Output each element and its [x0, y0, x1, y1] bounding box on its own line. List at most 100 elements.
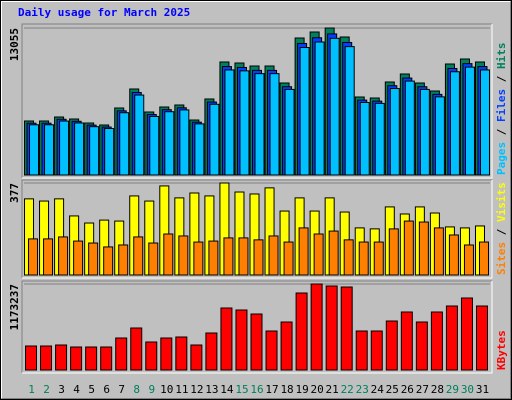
bar [358, 241, 369, 276]
bar [254, 73, 265, 176]
x-tick-label: 15 [235, 383, 248, 396]
bar [58, 236, 69, 276]
x-tick-label: 6 [103, 383, 110, 396]
bar [193, 241, 204, 276]
x-tick-label: 9 [148, 383, 155, 396]
bar [160, 337, 173, 371]
bar [145, 341, 158, 371]
bar [59, 120, 70, 176]
bar [205, 332, 218, 371]
bar [433, 227, 444, 276]
bar [194, 123, 205, 176]
bar [373, 241, 384, 276]
bar [460, 297, 473, 371]
x-tick-label: 31 [476, 383, 489, 396]
bar [179, 109, 190, 176]
bar [89, 126, 100, 176]
bar [449, 71, 460, 176]
bar [208, 240, 219, 276]
bar [299, 47, 310, 176]
bar [418, 221, 429, 276]
x-tick-label: 23 [356, 383, 369, 396]
bar [448, 234, 459, 276]
bar [74, 122, 85, 176]
bar [163, 233, 174, 276]
bar [224, 69, 235, 176]
x-tick-label: 25 [386, 383, 399, 396]
bar [29, 124, 40, 176]
x-tick-label: 27 [416, 383, 429, 396]
bar [118, 244, 129, 276]
bar [85, 346, 98, 371]
bar [298, 227, 309, 276]
bevel [21, 280, 492, 373]
bar [434, 96, 445, 176]
bar [55, 344, 68, 371]
bevel [22, 281, 493, 374]
bar [235, 309, 248, 371]
x-tick-label: 24 [371, 383, 385, 396]
x-tick-label: 16 [250, 383, 263, 396]
bar [100, 346, 113, 371]
bar [344, 46, 355, 176]
bar [400, 311, 413, 371]
bar [73, 240, 84, 276]
bar [40, 345, 53, 371]
legend: Sites / Visits [495, 182, 508, 275]
bar [325, 285, 338, 371]
x-tick-label: 2 [43, 383, 50, 396]
bar [310, 283, 323, 371]
bar [419, 88, 430, 176]
bar [430, 311, 443, 371]
x-tick-label: 10 [160, 383, 173, 396]
bar [134, 94, 145, 176]
bar [359, 101, 370, 176]
bar [190, 344, 203, 371]
x-tick-label: 28 [431, 383, 444, 396]
bar [104, 127, 115, 176]
bar [28, 238, 39, 276]
bar [250, 313, 263, 371]
x-tick-label: 5 [88, 383, 95, 396]
bar [283, 241, 294, 276]
bar [43, 238, 54, 276]
bar [149, 115, 160, 176]
bar [164, 111, 175, 176]
bar [328, 230, 339, 276]
bar [404, 80, 415, 176]
bar [178, 235, 189, 276]
bar [388, 228, 399, 276]
bevel [22, 180, 493, 279]
bar [133, 236, 144, 276]
bar [475, 305, 488, 371]
bevel [22, 24, 493, 179]
bar [340, 286, 353, 371]
bar [464, 66, 475, 176]
y-tick-label: 1173237 [8, 284, 21, 330]
bar [478, 241, 489, 276]
bar [355, 330, 368, 371]
x-tick-label: 21 [326, 383, 339, 396]
bar [385, 320, 398, 371]
legend-separator: / [495, 122, 508, 142]
chart-title: Daily usage for March 2025 [18, 6, 190, 19]
bar [370, 330, 383, 371]
legend-entry: KBytes [495, 330, 508, 370]
bar [175, 336, 188, 371]
x-tick-label: 7 [118, 383, 125, 396]
bar [415, 321, 428, 371]
bar [329, 37, 340, 176]
bar [268, 235, 279, 276]
x-tick-label: 19 [295, 383, 308, 396]
x-tick-label: 11 [175, 383, 188, 396]
bar [238, 237, 249, 276]
bar [223, 237, 234, 276]
bar [88, 242, 99, 276]
bar [403, 220, 414, 276]
y-tick-label: 13055 [8, 28, 21, 61]
bar [148, 242, 159, 276]
bar [284, 88, 295, 176]
